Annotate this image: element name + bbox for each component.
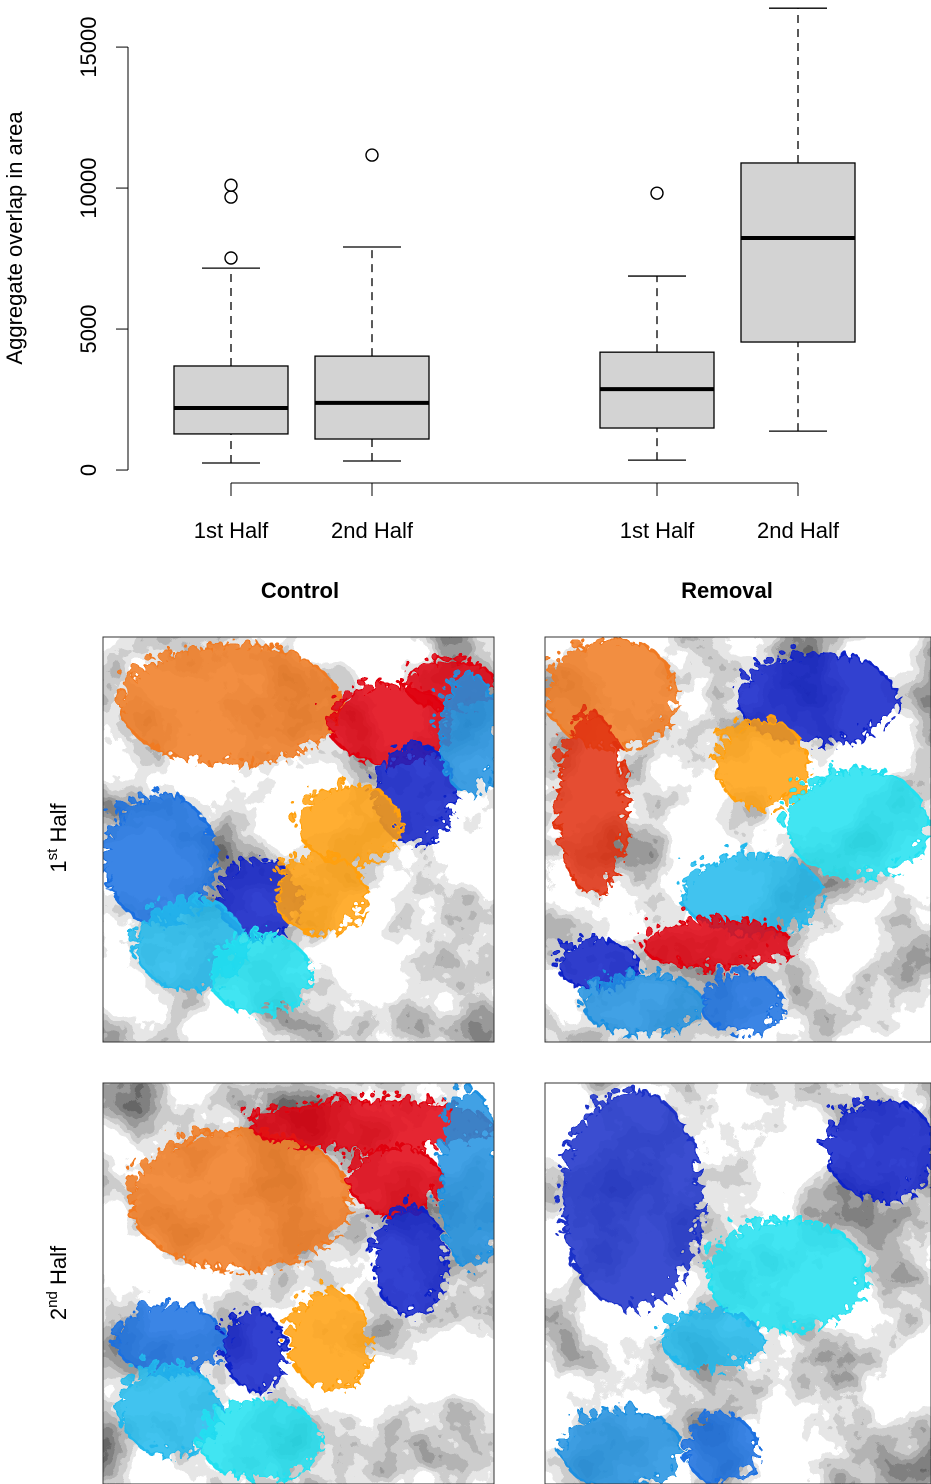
outlier [366,149,378,161]
territory [433,1083,493,1263]
territory [680,1408,750,1478]
outlier [651,187,663,199]
territory [218,1303,278,1383]
territory [575,967,695,1027]
map-panel [540,632,931,1042]
outlier [225,191,237,203]
plot-area: 0 5000 10000 15000 1st Half 2nd Half 1st Half 2… [76,8,855,543]
territory [193,1393,313,1473]
row-sup: nd [44,1291,61,1308]
row-text: Half [46,1245,71,1291]
territory [368,1198,438,1308]
territory [268,847,358,927]
row-sup: st [44,848,61,861]
row-text: Half [46,803,71,849]
x-tick-label: 2nd Half [331,518,414,543]
column-title: Removal [681,578,773,603]
territory [820,1093,930,1193]
box [174,366,288,434]
column-title: Control [261,578,339,603]
territory [113,637,333,757]
x-tick-label: 1st Half [194,518,269,543]
territory [695,967,775,1027]
box [741,163,855,342]
y-tick-label: 5000 [76,305,101,354]
territory [710,712,800,802]
territory [293,777,393,857]
y-tick-label: 10000 [76,157,101,218]
row-title: 2nd Half [44,1245,71,1320]
y-axis-title: Aggregate overlap in area [2,111,27,365]
maps [98,632,931,1484]
y-tick-label: 15000 [76,16,101,77]
row-num: 1 [46,860,71,872]
map-panel [98,637,494,1042]
territory [655,1303,755,1363]
territory [550,707,620,887]
territory [343,1138,433,1208]
outlier [225,252,237,264]
territory [123,1123,343,1263]
x-tick-label: 2nd Half [757,518,840,543]
x-tick-label: 1st Half [620,518,695,543]
territory [555,1083,695,1303]
territory [433,667,493,787]
map-panel [545,1083,931,1484]
map-panel [103,1083,494,1484]
y-tick-label: 0 [76,464,101,476]
row-title: 1st Half [44,803,71,873]
figure: Aggregate overlap in area 0 5000 10000 1500… [0,0,931,1484]
outlier [225,179,237,191]
territory [283,1283,363,1383]
territory [555,1403,675,1483]
territory [780,762,920,872]
box [315,356,429,439]
territory [203,927,303,1007]
territory [635,912,785,962]
row-num: 2 [46,1308,71,1320]
